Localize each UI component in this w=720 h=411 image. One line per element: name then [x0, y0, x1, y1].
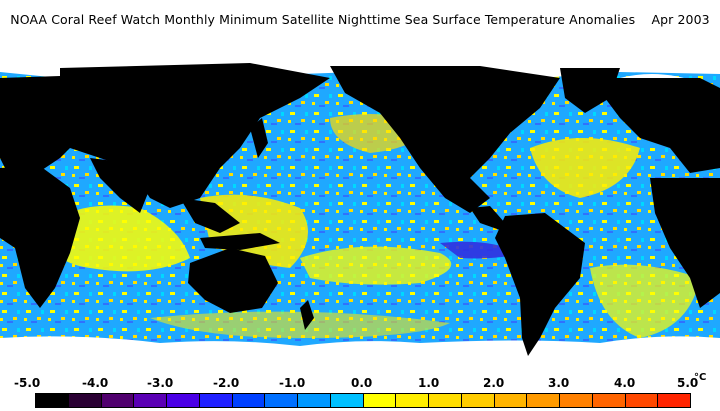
arabia-india — [90, 158, 150, 213]
colorbar-swatch — [560, 394, 593, 407]
africa — [0, 166, 80, 308]
central-america — [470, 206, 505, 230]
eurasia-east — [60, 63, 330, 208]
tick-label: 5.0 — [677, 376, 699, 390]
colorbar-swatch — [199, 394, 233, 407]
europe — [600, 78, 720, 173]
north-america — [330, 66, 560, 213]
colorbar-swatch — [167, 394, 200, 407]
tick-label: 0.0 — [351, 376, 373, 390]
tick-label: 1.0 — [418, 376, 440, 390]
colorbar-swatch — [298, 394, 331, 407]
colorbar-swatch — [36, 394, 69, 407]
sst-anomaly-map — [0, 38, 720, 364]
colorbar-tick-labels: -5.0 -4.0 -3.0 -2.0 -1.0 0.0 1.0 2.0 3.0… — [0, 376, 720, 392]
south-atlantic-warm-region — [590, 264, 700, 338]
map-title: NOAA Coral Reef Watch Monthly Minimum Sa… — [10, 12, 710, 27]
colorbar-swatch — [330, 394, 364, 407]
colorbar — [35, 393, 691, 408]
unit-label: °C — [694, 372, 707, 383]
colorbar-swatch — [134, 394, 167, 407]
australia — [188, 248, 278, 313]
colorbar-swatch — [101, 394, 135, 407]
colorbar-swatch — [592, 394, 626, 407]
antarctic-ice — [0, 336, 720, 364]
tick-label: -5.0 — [14, 376, 41, 390]
southeast-asia — [180, 198, 240, 233]
indonesia — [200, 233, 280, 250]
tick-label: -2.0 — [213, 376, 240, 390]
colorbar-swatch — [658, 394, 690, 407]
colorbar-swatch — [363, 394, 397, 407]
colorbar-swatch — [461, 394, 495, 407]
tick-label: 3.0 — [548, 376, 570, 390]
tick-label: -1.0 — [279, 376, 306, 390]
tick-label: 4.0 — [614, 376, 636, 390]
colorbar-swatch — [396, 394, 429, 407]
colorbar-swatch — [625, 394, 659, 407]
colorbar-swatch — [494, 394, 528, 407]
africa-east — [650, 178, 720, 308]
tick-label: -3.0 — [147, 376, 174, 390]
colorbar-swatch — [527, 394, 560, 407]
colorbar-swatch — [68, 394, 102, 407]
colorbar-swatch — [232, 394, 266, 407]
colorbar-swatch — [265, 394, 298, 407]
tick-label: -4.0 — [82, 376, 109, 390]
arctic-ice — [0, 38, 720, 66]
landmasses — [0, 63, 720, 356]
new-zealand — [300, 300, 314, 330]
north-atlantic-warm-region — [530, 138, 640, 198]
colorbar-swatch — [429, 394, 462, 407]
southern-ocean-warm-band — [150, 311, 450, 338]
tick-label: 2.0 — [483, 376, 505, 390]
south-america — [495, 213, 585, 356]
central-pacific-warm-region — [300, 246, 452, 285]
japan — [250, 118, 268, 158]
